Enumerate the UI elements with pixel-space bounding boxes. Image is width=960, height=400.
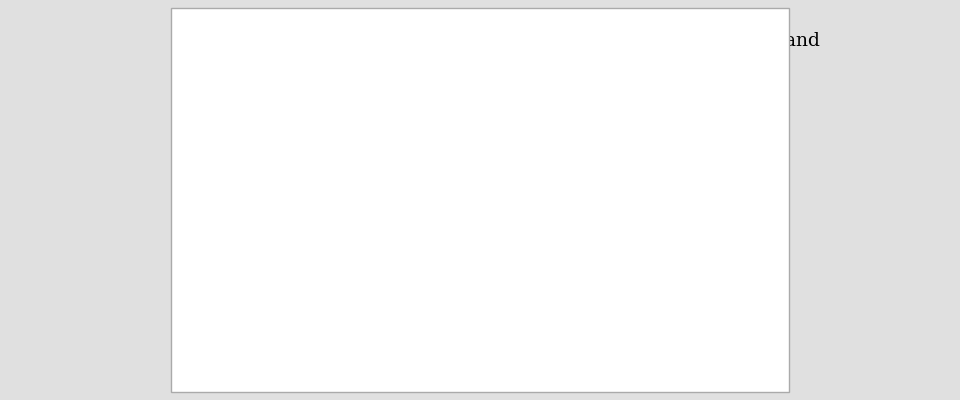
Text: $A = $: $A = $	[196, 171, 230, 189]
Text: NOTE: Enter the exact answer.: NOTE: Enter the exact answer.	[196, 112, 458, 129]
Text: Find the area of the region outside the cardioid $r = 2 - 2\cos\theta$ and: Find the area of the region outside the …	[196, 29, 820, 52]
FancyBboxPatch shape	[242, 181, 366, 217]
Text: inside the circle $r = 4$.: inside the circle $r = 4$.	[196, 64, 403, 82]
